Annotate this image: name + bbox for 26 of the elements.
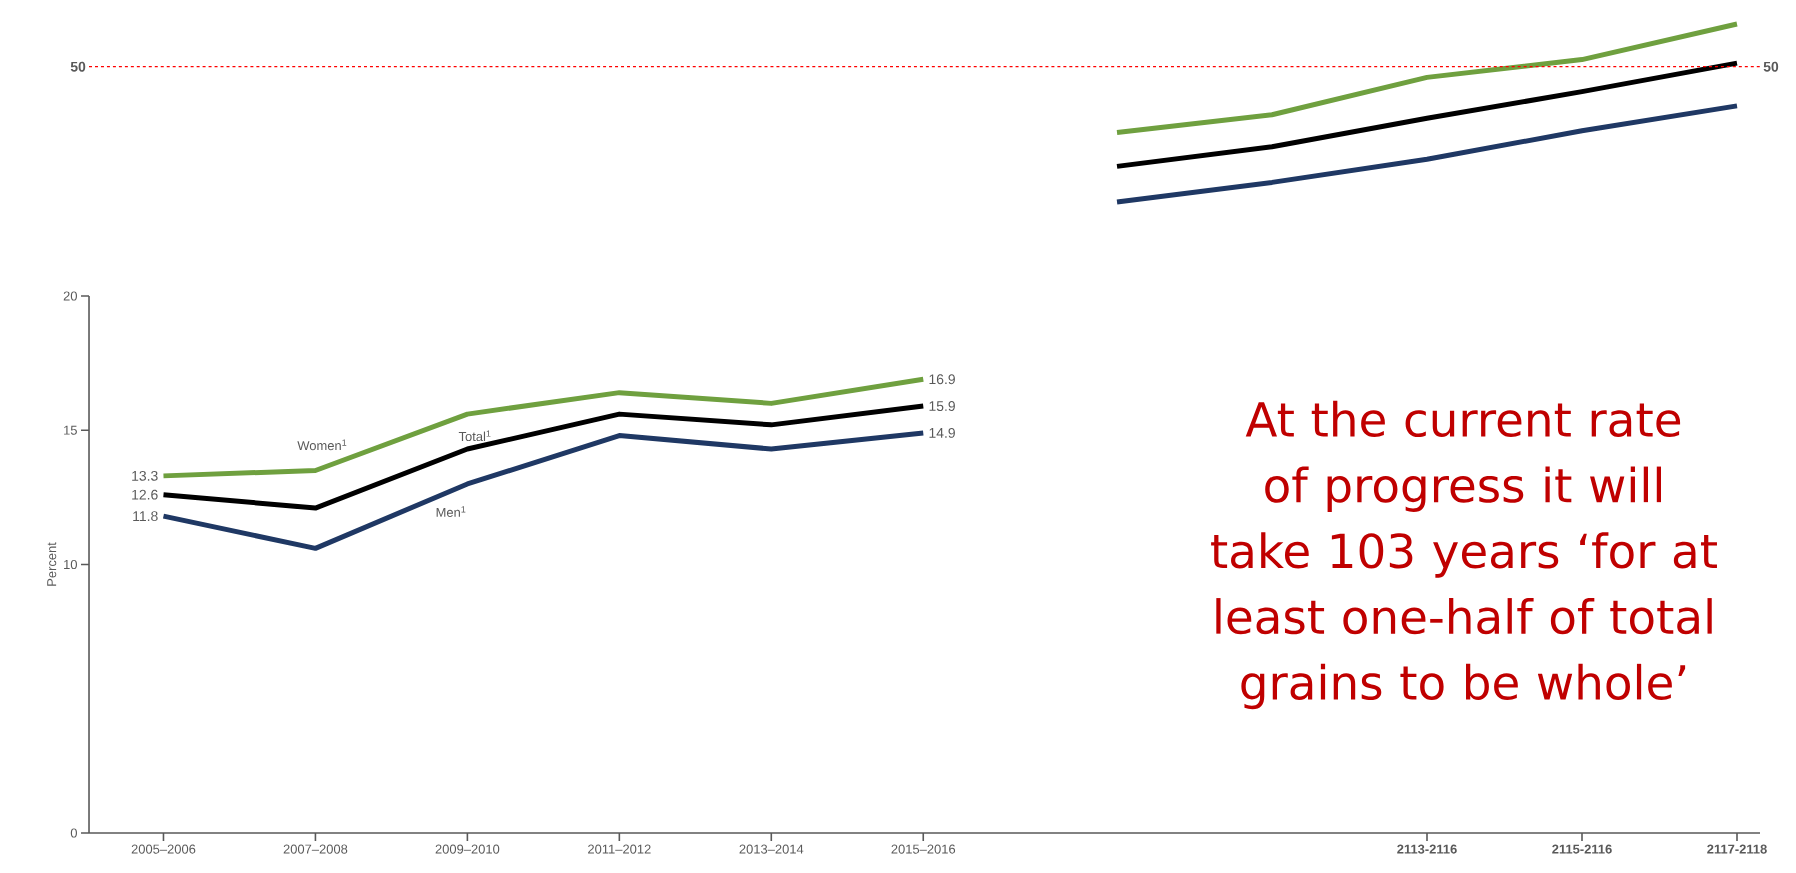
x-tick-label: 2015–2016	[891, 844, 956, 854]
y-axis-title: Percent	[47, 542, 57, 586]
text: 50	[70, 61, 86, 72]
y-tick-label: 15	[64, 425, 77, 435]
text: At the current rate of progress it will take 103 years ‘for at least one-half of total grains to be whole’	[1211, 400, 1717, 710]
y-tick-label: 0	[70, 828, 77, 838]
x-tick-label: 2011–2012	[588, 844, 651, 854]
data-label: 13.3	[132, 470, 158, 481]
y-tick-label: 10	[64, 559, 77, 570]
data-label: 12.6	[132, 489, 158, 500]
x-tick-label: 2009–2010	[435, 844, 500, 854]
data-label: 15.9	[929, 401, 955, 412]
series-label: Total$^{1}$	[458, 430, 491, 442]
x-tick-label: 2117-2118	[1707, 844, 1767, 854]
x-tick-label: 2013–2014	[739, 844, 804, 854]
x-tick-label: 2007–2008	[283, 844, 348, 854]
data-label: 16.9	[929, 374, 955, 385]
x-tick-label: 2115-2116	[1552, 844, 1612, 854]
series-label: Women$^{1}$	[297, 439, 347, 451]
data-label: 11.8	[133, 511, 158, 522]
y-tick-label: 20	[63, 291, 77, 301]
annotation: 50	[1763, 61, 1779, 72]
series-label: Men$^{1}$	[436, 506, 466, 517]
x-tick-label: 2005–2006	[131, 844, 196, 854]
x-tick-label: 2113-2116	[1397, 844, 1457, 854]
data-label: 14.9	[929, 427, 955, 438]
